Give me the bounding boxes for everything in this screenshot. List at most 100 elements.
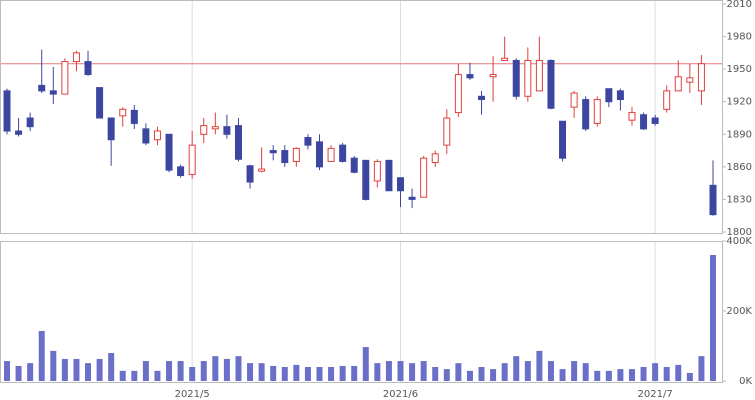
candle-body	[223, 126, 231, 135]
candle-body	[3, 90, 11, 132]
volume-bar	[339, 365, 346, 381]
volume-bar	[490, 369, 497, 381]
candle-body	[501, 57, 509, 61]
candle-body	[686, 77, 694, 83]
candle-body	[616, 90, 624, 101]
candle-body	[489, 74, 497, 78]
candle-body	[211, 126, 219, 130]
candle-body	[651, 117, 659, 124]
y-tick-label: 1860	[727, 162, 752, 173]
volume-bar	[85, 363, 92, 381]
candle-body	[454, 74, 462, 114]
volume-bar	[293, 364, 300, 381]
volume-bar	[466, 370, 473, 381]
volume-bar	[455, 363, 462, 381]
volume-bar	[247, 363, 254, 381]
y-tick-label: 1890	[727, 129, 752, 140]
candle-body	[640, 114, 648, 130]
candle-body	[107, 117, 115, 141]
candle-body	[709, 184, 717, 216]
candle-body	[559, 120, 567, 159]
volume-bar	[652, 363, 659, 381]
volume-panel	[0, 241, 723, 383]
volume-bar	[258, 363, 265, 381]
candle-body	[524, 59, 532, 97]
volume-bar	[420, 361, 427, 381]
volume-bar	[96, 358, 103, 381]
candle-body	[281, 150, 289, 164]
volume-bar	[316, 367, 323, 381]
volume-bar	[142, 361, 149, 381]
volume-bar	[328, 367, 335, 381]
candle-body	[339, 144, 347, 162]
candle-body	[373, 160, 381, 182]
candle-body	[431, 153, 439, 164]
candle-body	[119, 108, 127, 117]
volume-bar	[559, 369, 566, 381]
volume-bar	[281, 367, 288, 381]
candle-body	[397, 177, 405, 192]
candle-body	[512, 59, 520, 97]
volume-bar	[443, 369, 450, 381]
candle-body	[478, 95, 486, 101]
volume-bar	[4, 361, 10, 381]
y-tick-label: 1950	[727, 64, 752, 75]
volume-bar	[304, 367, 311, 381]
candle-body	[96, 87, 104, 119]
y-tick-label: 1800	[727, 227, 752, 238]
y-tick-label: 1980	[727, 32, 752, 43]
volume-bar	[166, 361, 173, 381]
volume-bar	[131, 370, 138, 381]
candle-body	[165, 133, 173, 171]
candle-body	[15, 130, 23, 135]
volume-bar	[351, 365, 358, 381]
volume-bar	[536, 350, 543, 381]
volume-bar	[698, 356, 705, 381]
volume-bar	[108, 353, 115, 381]
candle-body	[408, 196, 416, 200]
volume-bar	[513, 356, 520, 381]
volume-bar	[605, 370, 612, 381]
x-tick-label: 2021/7	[638, 389, 673, 400]
y-tick-label: 1830	[727, 194, 752, 205]
volume-bar	[189, 367, 196, 381]
candle-body	[304, 137, 312, 146]
candle-body	[466, 74, 474, 79]
volume-bar	[409, 363, 416, 381]
volume-bar	[177, 361, 184, 381]
candle-body	[582, 99, 590, 130]
volume-bar	[38, 330, 45, 381]
x-tick-label: 2021/5	[175, 389, 210, 400]
volume-bar	[582, 363, 589, 381]
volume-bar	[686, 372, 693, 381]
volume-bar	[270, 365, 277, 381]
candle-body	[697, 63, 705, 92]
volume-bar	[61, 358, 68, 381]
volume-bar	[235, 356, 242, 381]
volume-bar	[432, 367, 439, 381]
price-panel	[0, 0, 723, 234]
y-tick-label: 1920	[727, 97, 752, 108]
candle-body	[153, 130, 161, 141]
volume-bar	[524, 361, 531, 381]
candle-body	[269, 150, 277, 154]
y2-tick-label: 0K	[739, 376, 752, 387]
candle-body	[628, 112, 636, 121]
candle-body	[258, 168, 266, 172]
volume-bar	[15, 365, 22, 381]
candle-body	[142, 128, 150, 144]
volume-bar	[617, 369, 624, 381]
volume-bar	[73, 358, 80, 381]
candle-body	[84, 61, 92, 76]
candle-body	[535, 59, 543, 92]
volume-bar	[223, 358, 230, 381]
candle-body	[315, 141, 323, 168]
candle-body	[605, 88, 613, 103]
candle-body	[72, 52, 80, 63]
candle-body	[26, 117, 34, 128]
volume-bar	[571, 361, 578, 381]
candle-body	[130, 109, 138, 124]
x-tick-label: 2021/6	[383, 389, 418, 400]
candle-body	[420, 157, 428, 198]
